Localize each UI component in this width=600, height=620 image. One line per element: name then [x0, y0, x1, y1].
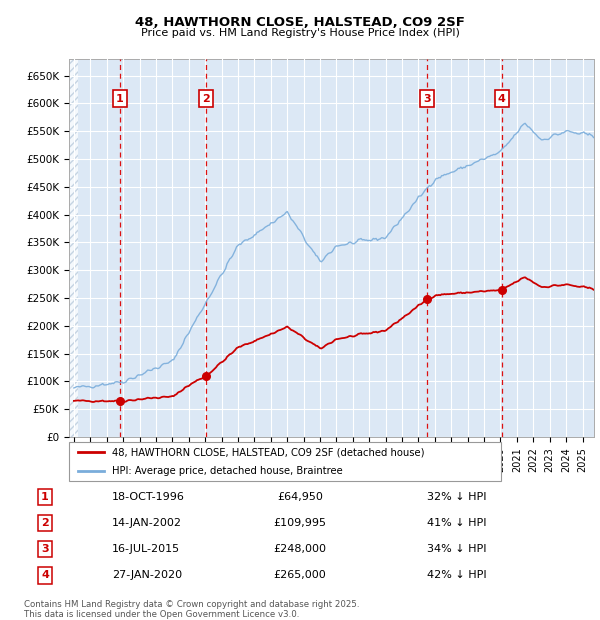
Text: £64,950: £64,950	[277, 492, 323, 502]
Text: HPI: Average price, detached house, Braintree: HPI: Average price, detached house, Brai…	[112, 466, 343, 476]
Text: 32% ↓ HPI: 32% ↓ HPI	[427, 492, 487, 502]
Text: 14-JAN-2002: 14-JAN-2002	[112, 518, 182, 528]
Text: 41% ↓ HPI: 41% ↓ HPI	[427, 518, 487, 528]
Text: Contains HM Land Registry data © Crown copyright and database right 2025.
This d: Contains HM Land Registry data © Crown c…	[24, 600, 359, 619]
Text: 18-OCT-1996: 18-OCT-1996	[112, 492, 185, 502]
Text: 1: 1	[41, 492, 49, 502]
Text: Price paid vs. HM Land Registry's House Price Index (HPI): Price paid vs. HM Land Registry's House …	[140, 28, 460, 38]
FancyBboxPatch shape	[69, 442, 501, 481]
Text: 34% ↓ HPI: 34% ↓ HPI	[427, 544, 487, 554]
Text: 4: 4	[497, 94, 506, 104]
Text: 2: 2	[41, 518, 49, 528]
Text: 4: 4	[41, 570, 49, 580]
Text: £248,000: £248,000	[274, 544, 326, 554]
Text: 16-JUL-2015: 16-JUL-2015	[112, 544, 181, 554]
Text: 2: 2	[202, 94, 210, 104]
Text: 3: 3	[424, 94, 431, 104]
Text: £109,995: £109,995	[274, 518, 326, 528]
Text: 27-JAN-2020: 27-JAN-2020	[112, 570, 182, 580]
Text: 1: 1	[116, 94, 124, 104]
Text: 48, HAWTHORN CLOSE, HALSTEAD, CO9 2SF (detached house): 48, HAWTHORN CLOSE, HALSTEAD, CO9 2SF (d…	[112, 447, 425, 457]
Text: 42% ↓ HPI: 42% ↓ HPI	[427, 570, 487, 580]
Text: £265,000: £265,000	[274, 570, 326, 580]
Text: 48, HAWTHORN CLOSE, HALSTEAD, CO9 2SF: 48, HAWTHORN CLOSE, HALSTEAD, CO9 2SF	[135, 16, 465, 29]
Text: 3: 3	[41, 544, 49, 554]
